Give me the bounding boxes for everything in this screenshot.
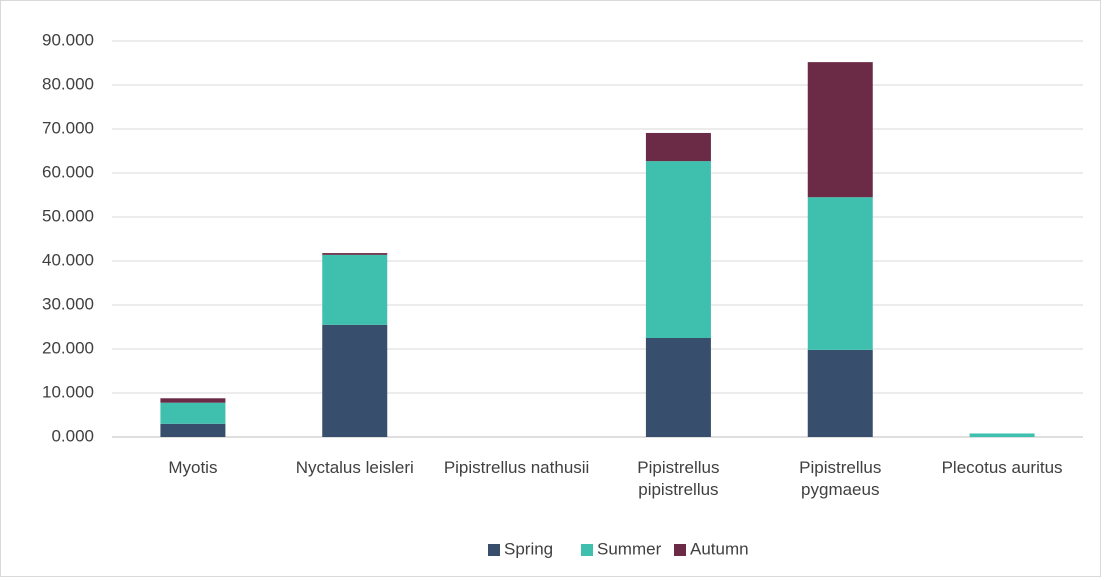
y-tick-label: 80.000	[42, 74, 94, 93]
bar-segment	[807, 349, 873, 437]
legend-label: Autumn	[690, 539, 749, 558]
x-tick-label: Plecotus auritus	[941, 458, 1063, 477]
bar-segment	[645, 132, 711, 162]
bar-segment	[322, 254, 388, 325]
bar-segment	[160, 398, 226, 403]
x-tick-label: Pipistrellus pygmaeus	[799, 458, 882, 499]
bar-segment	[969, 433, 1035, 437]
y-tick-label: 30.000	[42, 294, 94, 313]
legend-label: Spring	[504, 539, 553, 558]
bar-segment	[645, 161, 711, 338]
y-tick-label: 10.000	[42, 382, 94, 401]
y-tick-label: 70.000	[42, 118, 94, 137]
bar-segment	[807, 197, 873, 350]
bar-segment	[160, 423, 226, 437]
y-tick-label: 0.000	[51, 426, 94, 445]
bar-segment	[807, 62, 873, 198]
bar-segment	[322, 324, 388, 437]
legend-swatch	[674, 544, 686, 556]
y-tick-label: 40.000	[42, 250, 94, 269]
y-tick-label: 50.000	[42, 206, 94, 225]
bar-segment	[645, 338, 711, 437]
legend-swatch	[488, 544, 500, 556]
x-tick-label: Myotis	[168, 458, 218, 477]
bar-segment	[322, 253, 388, 255]
legend-swatch	[581, 544, 593, 556]
legend-label: Summer	[597, 539, 662, 558]
x-tick-label: Pipistrellus nathusii	[443, 458, 590, 477]
y-tick-label: 20.000	[42, 338, 94, 357]
y-tick-label: 90.000	[42, 30, 94, 49]
x-tick-label: Pipistrellus pipistrellus	[637, 458, 720, 499]
x-tick-label: Nyctalus leisleri	[295, 458, 414, 477]
bar-segment	[160, 402, 226, 424]
y-tick-label: 60.000	[42, 162, 94, 181]
